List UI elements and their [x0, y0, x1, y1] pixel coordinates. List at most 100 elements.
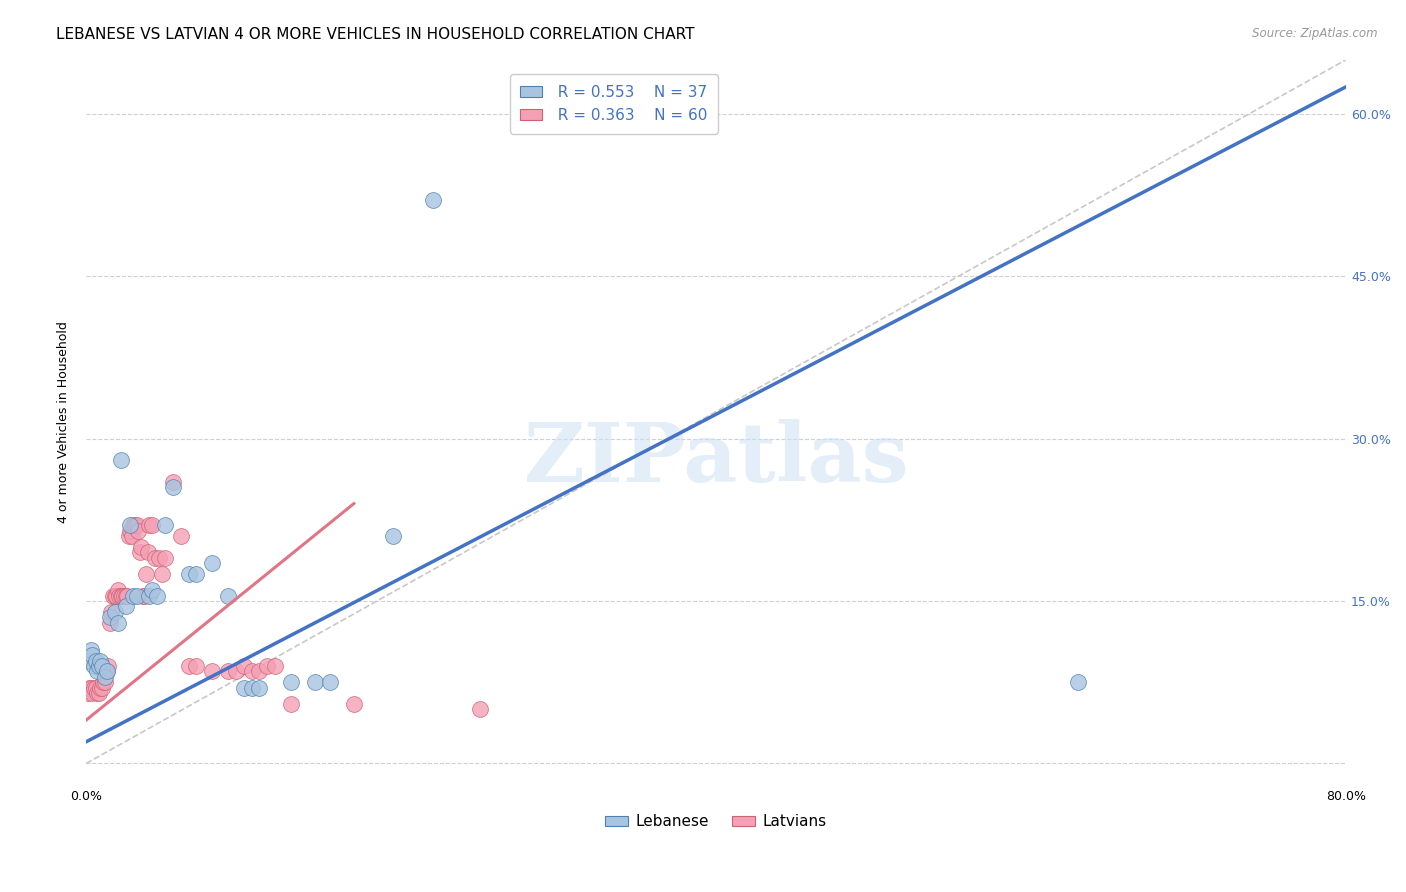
Point — [80, 681, 103, 695]
Point — [82, 648, 104, 662]
Point — [169, 529, 191, 543]
Point — [264, 659, 287, 673]
Point — [186, 659, 208, 673]
Point — [79, 681, 101, 695]
Point — [84, 654, 107, 668]
Point — [468, 702, 491, 716]
Point — [162, 480, 184, 494]
Point — [83, 659, 105, 673]
Point — [280, 675, 302, 690]
Point — [150, 566, 173, 581]
Point — [103, 605, 125, 619]
Point — [86, 665, 108, 679]
Point — [120, 524, 142, 538]
Point — [145, 550, 167, 565]
Point — [83, 681, 105, 695]
Point — [148, 550, 170, 565]
Point — [129, 540, 152, 554]
Point — [90, 659, 112, 673]
Point — [382, 529, 405, 543]
Point — [112, 589, 135, 603]
Point — [100, 605, 122, 619]
Point — [96, 665, 118, 679]
Point — [93, 675, 115, 690]
Point — [177, 659, 200, 673]
Point — [217, 665, 239, 679]
Point — [146, 589, 169, 603]
Point — [108, 589, 131, 603]
Point — [111, 589, 134, 603]
Point — [96, 665, 118, 679]
Point — [177, 566, 200, 581]
Point — [84, 681, 107, 695]
Point — [141, 518, 163, 533]
Point — [94, 670, 117, 684]
Point — [1067, 675, 1090, 690]
Point — [76, 686, 98, 700]
Point — [98, 615, 121, 630]
Point — [132, 589, 155, 603]
Point — [89, 654, 111, 668]
Text: ZIPatlas: ZIPatlas — [523, 418, 908, 499]
Point — [110, 453, 132, 467]
Text: LEBANESE VS LATVIAN 4 OR MORE VEHICLES IN HOUSEHOLD CORRELATION CHART: LEBANESE VS LATVIAN 4 OR MORE VEHICLES I… — [56, 27, 695, 42]
Point — [422, 194, 444, 208]
Point — [118, 529, 141, 543]
Point — [110, 589, 132, 603]
Point — [120, 518, 142, 533]
Point — [201, 556, 224, 570]
Y-axis label: 4 or more Vehicles in Household: 4 or more Vehicles in Household — [58, 321, 70, 524]
Point — [103, 589, 125, 603]
Point — [125, 589, 148, 603]
Point — [162, 475, 184, 489]
Point — [101, 589, 124, 603]
Point — [141, 583, 163, 598]
Point — [115, 589, 138, 603]
Point — [127, 524, 149, 538]
Point — [87, 659, 110, 673]
Point — [153, 518, 176, 533]
Point — [124, 518, 146, 533]
Point — [121, 529, 143, 543]
Point — [107, 615, 129, 630]
Point — [249, 665, 271, 679]
Point — [90, 681, 112, 695]
Point — [217, 589, 239, 603]
Point — [94, 675, 117, 690]
Point — [114, 599, 136, 614]
Point — [232, 659, 254, 673]
Point — [134, 589, 156, 603]
Point — [89, 681, 111, 695]
Point — [87, 686, 110, 700]
Point — [256, 659, 278, 673]
Point — [80, 642, 103, 657]
Point — [186, 566, 208, 581]
Point — [135, 566, 157, 581]
Point — [225, 665, 247, 679]
Point — [105, 589, 128, 603]
Point — [97, 659, 120, 673]
Point — [107, 583, 129, 598]
Point — [98, 610, 121, 624]
Point — [343, 697, 366, 711]
Point — [138, 589, 160, 603]
Point — [122, 518, 145, 533]
Point — [249, 681, 271, 695]
Point — [319, 675, 342, 690]
Point — [240, 665, 263, 679]
Point — [138, 518, 160, 533]
Legend: Lebanese, Latvians: Lebanese, Latvians — [599, 808, 834, 836]
Point — [153, 550, 176, 565]
Point — [122, 589, 145, 603]
Point — [232, 681, 254, 695]
Point — [76, 654, 98, 668]
Point — [125, 518, 148, 533]
Point — [128, 545, 150, 559]
Point — [136, 545, 159, 559]
Text: Source: ZipAtlas.com: Source: ZipAtlas.com — [1253, 27, 1378, 40]
Point — [240, 681, 263, 695]
Point — [86, 686, 108, 700]
Point — [280, 697, 302, 711]
Point — [201, 665, 224, 679]
Point — [82, 686, 104, 700]
